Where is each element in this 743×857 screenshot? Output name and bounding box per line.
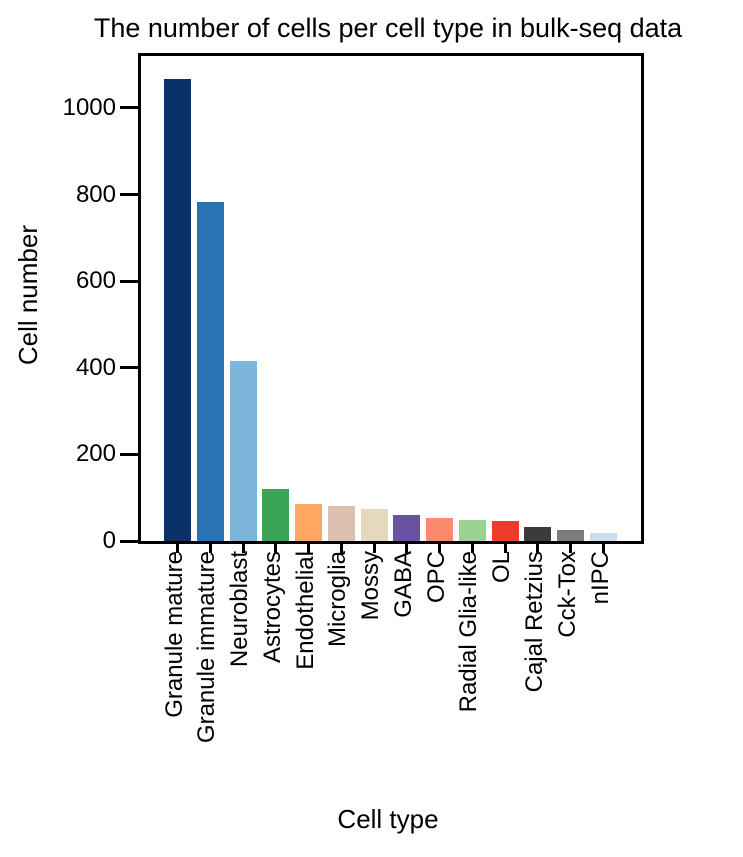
x-tick-label-granule-immature: Granule immature bbox=[193, 551, 221, 744]
x-tick-mark-nipc bbox=[602, 541, 605, 553]
x-tick-mark-radial-glia-like bbox=[470, 541, 474, 553]
bar-opc bbox=[426, 518, 454, 541]
y-tick-mark-0 bbox=[120, 539, 138, 543]
bar-microglia bbox=[327, 505, 355, 541]
x-tick-mark-astrocytes bbox=[274, 541, 278, 553]
x-tick-label-gaba: GABA bbox=[389, 551, 417, 618]
y-tick-mark-200 bbox=[120, 452, 138, 456]
y-tick-label-200: 200 bbox=[75, 440, 116, 468]
x-tick-label-opc: OPC bbox=[422, 551, 450, 604]
plot-area: 0 200 400 600 800 1000 bbox=[63, 53, 644, 554]
x-tick-mark-granule-mature bbox=[176, 541, 179, 553]
bar-gaba bbox=[393, 514, 421, 541]
x-tick-mark-granule-immature bbox=[208, 541, 212, 553]
bar-cajal-retzius bbox=[524, 527, 552, 541]
y-tick-label-0: 0 bbox=[102, 527, 116, 554]
x-tick-mark-opc bbox=[438, 541, 442, 553]
x-tick-label-mossy: Mossy bbox=[357, 551, 385, 621]
bar-nipc bbox=[590, 533, 617, 541]
bar-radial-glia-like bbox=[458, 519, 486, 541]
x-tick-mark-microglia bbox=[339, 541, 343, 553]
y-tick-mark-600 bbox=[120, 279, 138, 283]
bar-granule-immature bbox=[196, 201, 224, 541]
bar-endothelial bbox=[295, 504, 323, 541]
x-tick-label-nipc: nIPC bbox=[586, 551, 614, 605]
bar-ol bbox=[491, 520, 519, 541]
x-tick-label-endothelial: Endothelial bbox=[291, 551, 319, 670]
x-tick-label-cajal-retzius: Cajal Retzius bbox=[520, 551, 548, 693]
x-tick-mark-mossy bbox=[372, 541, 376, 553]
x-tick-mark-gaba bbox=[405, 541, 409, 553]
x-tick-mark-ol bbox=[503, 541, 507, 553]
bar-neuroblast bbox=[229, 360, 257, 541]
y-tick-label-800: 800 bbox=[75, 180, 116, 208]
y-tick-mark-800 bbox=[120, 193, 138, 197]
x-tick-label-neuroblast: Neuroblast bbox=[226, 551, 254, 668]
chart-title: The number of cells per cell type in bul… bbox=[93, 13, 683, 43]
bar-mossy bbox=[360, 508, 388, 541]
x-tick-label-ol: OL bbox=[488, 551, 516, 584]
y-tick-label-400: 400 bbox=[75, 353, 116, 381]
x-tick-label-astrocytes: Astrocytes bbox=[258, 551, 286, 664]
x-tick-label-radial-glia-like: Radial Glia-like bbox=[455, 551, 483, 713]
y-tick-label-1000: 1000 bbox=[62, 93, 116, 121]
x-tick-mark-cajal-retzius bbox=[536, 541, 540, 553]
x-tick-label-granule-mature: Granule mature bbox=[160, 551, 188, 718]
x-axis-label: Cell type bbox=[337, 804, 439, 834]
x-tick-label-cck-tox: Cck-Tox bbox=[553, 551, 581, 638]
bar-cck-tox bbox=[557, 529, 585, 541]
x-tick-mark-neuroblast bbox=[241, 541, 245, 553]
bar-astrocytes bbox=[262, 489, 290, 541]
y-tick-mark-400 bbox=[120, 366, 138, 370]
bar-granule-mature bbox=[164, 78, 191, 541]
x-tick-label-microglia: Microglia bbox=[324, 551, 352, 648]
y-tick-mark-1000 bbox=[120, 106, 138, 110]
y-tick-label-600: 600 bbox=[75, 267, 116, 295]
x-tick-mark-endothelial bbox=[307, 541, 311, 553]
x-tick-mark-cck-tox bbox=[569, 541, 573, 553]
